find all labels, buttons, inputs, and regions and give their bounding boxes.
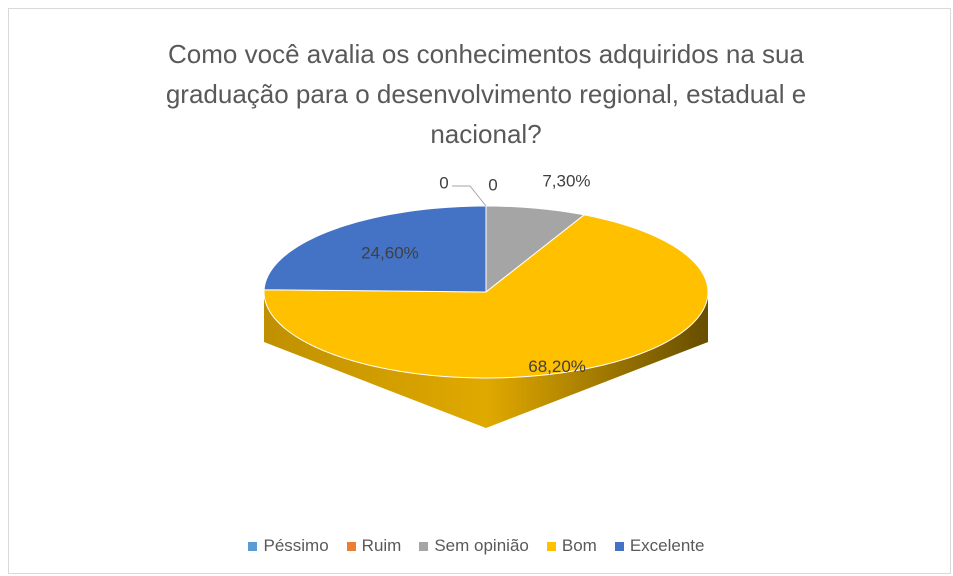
legend-swatch bbox=[248, 541, 258, 551]
legend-label: Excelente bbox=[629, 536, 705, 555]
legend-label: Bom bbox=[561, 536, 597, 555]
data-label: 0 bbox=[439, 173, 448, 192]
legend-item: Bom bbox=[546, 536, 597, 556]
chart-frame bbox=[8, 8, 951, 574]
legend-swatch bbox=[346, 541, 356, 551]
legend-label: Sem opinião bbox=[434, 536, 529, 555]
legend-item: Sem opinião bbox=[419, 536, 529, 556]
legend-swatch bbox=[419, 541, 429, 551]
legend-label: Ruim bbox=[361, 536, 402, 555]
legend-item: Excelente bbox=[614, 536, 705, 556]
data-label: 7,30% bbox=[542, 172, 590, 191]
legend-swatch bbox=[546, 541, 556, 551]
pie-side-shade bbox=[264, 292, 708, 428]
data-label: 24,60% bbox=[361, 243, 419, 262]
legend: Péssimo Ruim Sem opinião Bom Excelente bbox=[0, 536, 953, 556]
legend-label: Péssimo bbox=[263, 536, 329, 555]
pie-slice bbox=[485, 205, 586, 294]
legend-item: Péssimo bbox=[248, 536, 329, 556]
pie-slice bbox=[263, 205, 487, 293]
data-label: 68,20% bbox=[528, 357, 586, 376]
legend-item: Ruim bbox=[346, 536, 402, 556]
legend-swatch bbox=[614, 541, 624, 551]
chart-title: Como você avalia os conhecimentos adquir… bbox=[165, 39, 807, 149]
leader-line bbox=[452, 185, 487, 207]
pie-slice bbox=[263, 214, 709, 379]
data-label: 0 bbox=[488, 175, 497, 194]
